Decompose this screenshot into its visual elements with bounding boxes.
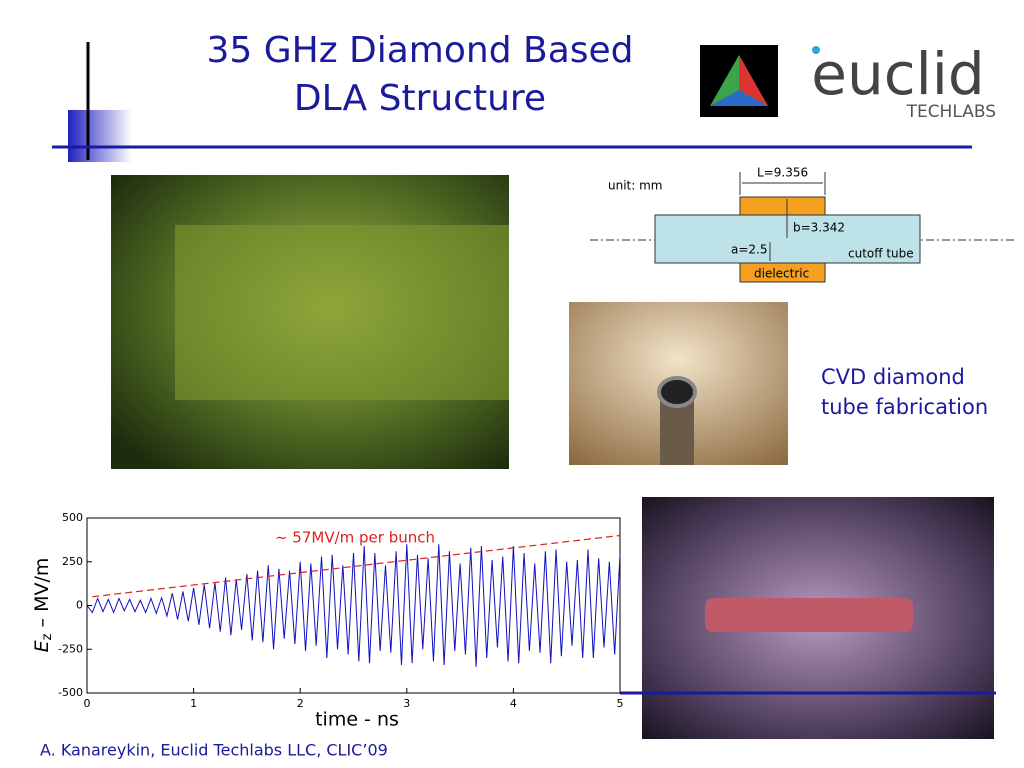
y-tick-label: 0 [76,599,83,612]
argonne-logo [700,45,778,117]
photo-tube [175,225,509,400]
plot-area [86,517,621,694]
x-tick-label: 5 [617,697,624,710]
x-tick-label: 2 [297,697,304,710]
logo-dot [812,46,820,54]
photo-tube-hole [657,376,697,408]
x-tick-label: 0 [84,697,91,710]
caption: CVD diamond [821,365,965,389]
y-tick-label: -500 [58,686,83,699]
diagram-label: dielectric [754,267,809,281]
x-tick-label: 1 [190,697,197,710]
y-tick-label: -250 [58,642,83,655]
photo-glow [705,598,913,632]
y-tick-label: 500 [62,511,83,524]
x-axis-label: time - ns [315,709,399,731]
diagram-label: L=9.356 [757,166,808,180]
footer: A. Kanareykin, Euclid Techlabs LLC, CLIC… [40,741,388,760]
y-tick-label: 250 [62,555,83,568]
x-tick-label: 4 [510,697,517,710]
series-line [86,544,621,667]
diagram: unit: mm L=9.356 b=3.342 a=2.5 cutoff tu… [590,166,1015,283]
diagram-label: a=2.5 [731,243,768,257]
caption: tube fabrication [821,395,988,419]
y-axis-label: Ez – MV/m [31,558,55,653]
diagram-label: cutoff tube [848,247,914,261]
series-line [92,534,621,598]
diagram-label: b=3.342 [793,221,845,235]
annotation: ~ 57MV/m per bunch [275,529,435,547]
logo-text: euclid [811,40,984,108]
diagram-label: unit: mm [608,179,663,193]
decor-square [68,110,132,162]
x-tick-label: 3 [403,697,410,710]
logo-text: TECHLABS [906,102,996,122]
title: DLA Structure [294,78,546,119]
title: 35 GHz Diamond Based [206,30,633,71]
